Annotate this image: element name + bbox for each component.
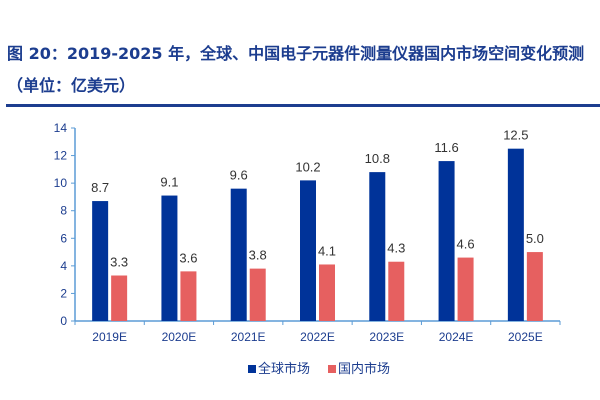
y-tick-label: 14 — [54, 121, 68, 135]
bar-global — [92, 201, 109, 321]
data-label: 8.7 — [91, 180, 109, 195]
legend-swatch — [248, 365, 256, 373]
y-tick-label: 6 — [60, 231, 67, 245]
x-tick-label: 2022E — [300, 330, 335, 344]
data-label: 10.8 — [365, 151, 390, 166]
data-label: 4.6 — [457, 237, 475, 252]
y-tick-label: 4 — [60, 259, 67, 273]
bar-global — [300, 180, 316, 321]
y-tick-label: 0 — [60, 314, 67, 328]
legend-label: 国内市场 — [338, 361, 390, 377]
data-label: 11.6 — [434, 140, 458, 155]
data-label: 12.5 — [503, 128, 528, 143]
y-tick-label: 10 — [54, 176, 68, 190]
bar-global — [230, 188, 247, 321]
x-tick-label: 2024E — [439, 330, 474, 344]
legend-label: 全球市场 — [258, 361, 310, 377]
bar-domestic — [111, 275, 128, 321]
bar-global — [369, 172, 386, 321]
x-tick-label: 2023E — [369, 330, 404, 344]
bar-global — [507, 148, 524, 321]
x-tick-label: 2021E — [231, 330, 266, 344]
data-label: 9.6 — [230, 168, 248, 183]
title-divider — [6, 104, 600, 107]
x-tick-label: 2025E — [508, 330, 543, 344]
data-label: 10.2 — [295, 159, 320, 174]
y-tick-label: 2 — [60, 286, 67, 300]
legend-swatch — [328, 365, 336, 373]
bar-domestic — [457, 257, 474, 321]
data-label: 5.0 — [526, 231, 544, 246]
bar-global — [161, 195, 178, 321]
x-tick-label: 2019E — [92, 330, 127, 344]
bar-global — [438, 161, 455, 321]
y-tick-label: 12 — [54, 149, 68, 163]
bar-domestic — [388, 261, 405, 321]
y-tick-label: 8 — [60, 204, 67, 218]
data-label: 3.3 — [110, 255, 128, 270]
data-label: 4.3 — [387, 241, 405, 256]
x-tick-label: 2020E — [162, 330, 197, 344]
bar-domestic — [526, 252, 543, 321]
bar-domestic — [249, 268, 266, 321]
bar-domestic — [180, 271, 197, 321]
data-label: 3.6 — [179, 250, 197, 265]
data-label: 3.8 — [249, 248, 267, 263]
data-label: 9.1 — [160, 175, 178, 190]
bar-domestic — [319, 264, 335, 321]
chart-title: 图 20：2019-2025 年，全球、中国电子元器件测量仪器国内市场空间变化预… — [7, 44, 585, 95]
data-label: 4.1 — [318, 243, 336, 258]
